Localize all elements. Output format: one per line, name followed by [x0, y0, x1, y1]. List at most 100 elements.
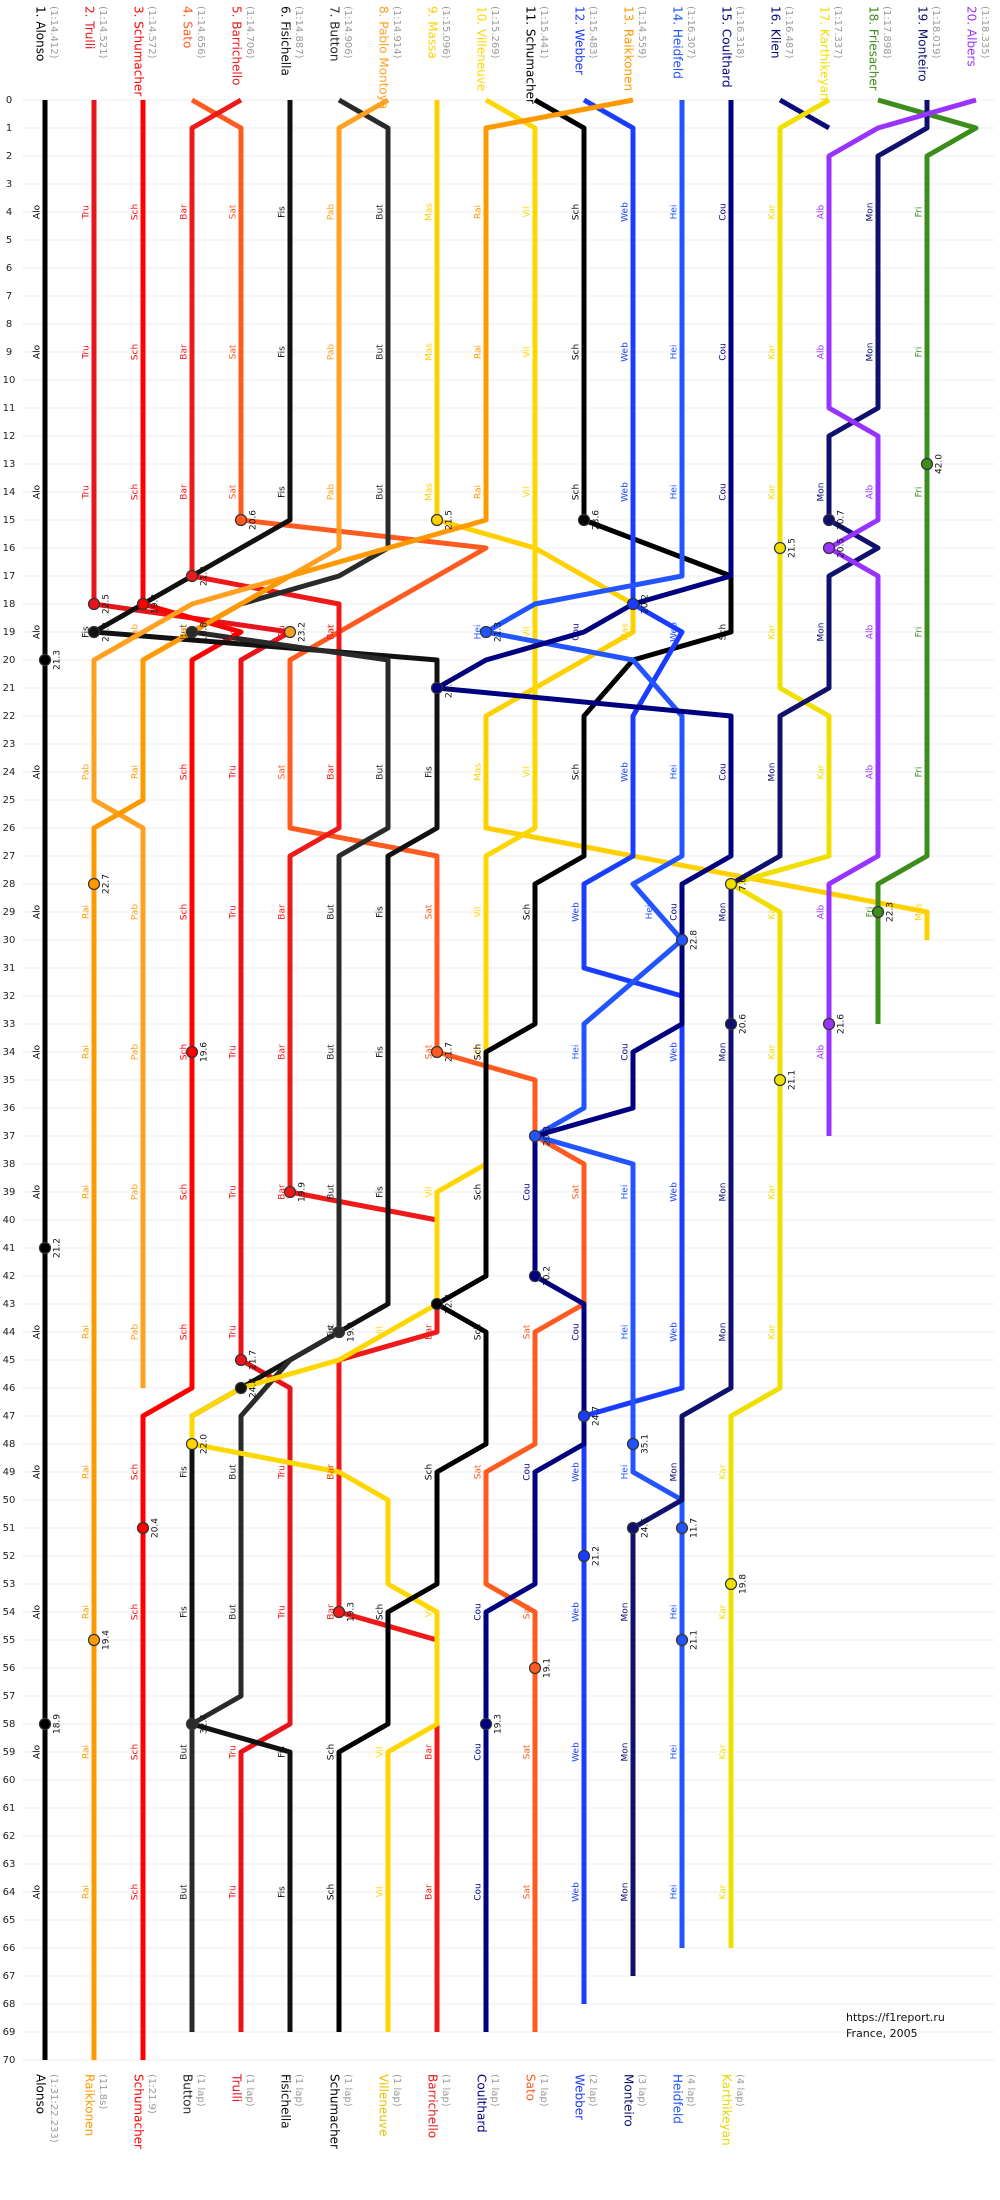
pit-time: 42.0 — [935, 454, 945, 474]
driver-abbr: Mas — [474, 763, 484, 781]
pit-stop — [430, 681, 444, 695]
lap-label: 56 — [3, 1663, 16, 1674]
driver-abbr: Alo — [33, 484, 43, 499]
driver-abbr: Alb — [817, 905, 827, 920]
pit-stop — [724, 877, 738, 891]
driver-abbr: Hei — [645, 905, 655, 920]
final-driver: Button — [181, 2074, 195, 2114]
lap-label: 58 — [3, 1719, 16, 1730]
driver-header: 13. Raikkonen — [622, 6, 636, 91]
driver-abbr: Tru — [278, 1605, 288, 1620]
pit-stop — [430, 1045, 444, 1059]
lap-label: 29 — [3, 907, 16, 918]
pit-time: 24.6 — [641, 1518, 651, 1538]
lap-label: 9 — [6, 347, 12, 358]
pit-stop — [332, 1325, 346, 1339]
driver-abbr: Fis — [180, 1606, 190, 1618]
driver-abbr: Kar — [768, 344, 778, 359]
qualifying-time: (1:14.559) — [636, 6, 647, 59]
qualifying-time: (1:17.337) — [832, 6, 843, 59]
driver-abbr: But — [180, 624, 190, 640]
driver-abbr: Vil — [474, 1047, 484, 1058]
driver-abbr: Sch — [327, 1744, 337, 1760]
driver-abbr: Cou — [474, 1743, 484, 1761]
driver-abbr: Sat — [523, 1744, 533, 1759]
lap-label: 33 — [3, 1019, 16, 1030]
driver-abbr: Web — [572, 902, 582, 922]
driver-abbr: Bar — [180, 344, 190, 360]
driver-abbr: Rai — [131, 765, 141, 779]
driver-abbr: Cou — [719, 343, 729, 361]
pit-stop — [136, 1521, 150, 1535]
pit-time: 21.7 — [445, 1042, 455, 1062]
pit-time: 19.4 — [102, 1630, 112, 1650]
pit-time: 32.4 — [200, 1714, 210, 1734]
driver-abbr: Cou — [523, 1463, 533, 1481]
pit-time: 24.7 — [592, 1406, 602, 1426]
lap-label: 5 — [6, 235, 12, 246]
driver-abbr: Alb — [866, 625, 876, 640]
pit-stop — [136, 597, 150, 611]
final-result: (11.8s) — [97, 2074, 108, 2109]
pit-stop — [822, 1017, 836, 1031]
driver-header: 2. Trulli — [83, 6, 97, 49]
driver-abbr: Sch — [327, 1884, 337, 1900]
driver-abbr: Kar — [768, 624, 778, 639]
lap-label: 43 — [3, 1299, 16, 1310]
driver-abbr: Mon — [719, 1043, 729, 1062]
driver-abbr: Cou — [621, 1043, 631, 1061]
pit-stop — [724, 1577, 738, 1591]
qualifying-time: (1:14.887) — [293, 6, 304, 59]
lap-label: 37 — [3, 1131, 16, 1142]
driver-abbr: Rai — [82, 1045, 92, 1059]
driver-abbr: Rai — [474, 485, 484, 499]
pit-stop — [773, 1073, 787, 1087]
driver-abbr: Cou — [572, 1323, 582, 1341]
driver-abbr: Sch — [474, 1324, 484, 1340]
driver-header: 16. Klien — [769, 6, 783, 58]
final-result: (4 lap) — [734, 2074, 745, 2107]
pit-time: 19.3 — [494, 1714, 504, 1734]
pit-stop — [626, 597, 640, 611]
driver-line — [336, 97, 734, 2032]
driver-line — [483, 100, 685, 1948]
driver-abbr: Alo — [33, 344, 43, 359]
lap-label: 68 — [3, 1999, 16, 2010]
driver-abbr: Kar — [768, 1044, 778, 1059]
pit-stop — [675, 1521, 689, 1535]
lap-label: 8 — [6, 319, 12, 330]
pit-stop — [185, 569, 199, 583]
pit-stop — [87, 597, 101, 611]
driver-abbr: Web — [670, 1322, 680, 1342]
pit-stop — [38, 653, 52, 667]
pit-time: 20.6 — [249, 510, 259, 530]
qualifying-time: (1:14.906) — [342, 6, 353, 59]
driver-abbr: Rai — [82, 1185, 92, 1199]
driver-line — [190, 97, 587, 2032]
driver-abbr: Sch — [180, 1324, 190, 1340]
driver-abbr: Bar — [327, 624, 337, 640]
driver-abbr: Pab — [327, 484, 337, 501]
lap-label: 64 — [3, 1887, 16, 1898]
driver-abbr: Web — [621, 482, 631, 502]
final-result: (1:31:22.233) — [48, 2074, 59, 2143]
lap-label: 15 — [3, 515, 16, 526]
lap-label: 16 — [3, 543, 16, 554]
pit-time: 21.2 — [592, 1546, 602, 1566]
pit-stop — [724, 1017, 738, 1031]
qualifying-time: (1:15.096) — [440, 6, 451, 59]
pit-time: 19.9 — [298, 1182, 308, 1202]
pit-time: 21.5 — [445, 510, 455, 530]
pit-time: 21.5 — [788, 538, 798, 558]
driver-abbr: Cou — [523, 1183, 533, 1201]
pit-time: 22.0 — [200, 1434, 210, 1454]
driver-abbr: Tru — [229, 1745, 239, 1760]
pit-time: 20.3 — [543, 1126, 553, 1146]
driver-abbr: Mas — [425, 483, 435, 501]
driver-abbr: Mon — [817, 623, 827, 642]
driver-line — [875, 97, 979, 1024]
lap-label: 65 — [3, 1915, 16, 1926]
pit-stop — [822, 513, 836, 527]
driver-abbr: Mon — [719, 903, 729, 922]
driver-abbr: Web — [670, 1042, 680, 1062]
